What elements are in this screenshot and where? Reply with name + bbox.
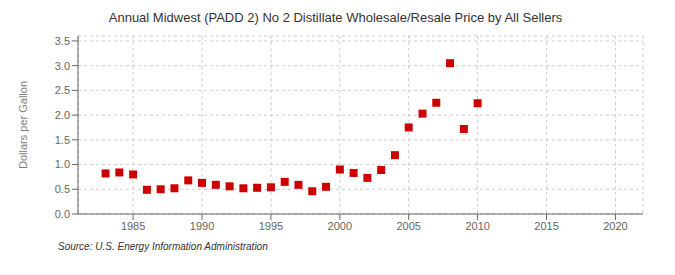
svg-text:2010: 2010 (465, 220, 489, 232)
svg-text:2.5: 2.5 (55, 84, 70, 96)
svg-text:1.0: 1.0 (55, 158, 70, 170)
svg-text:2000: 2000 (328, 220, 352, 232)
svg-text:2005: 2005 (396, 220, 420, 232)
svg-text:2.0: 2.0 (55, 109, 70, 121)
svg-text:Dollars per Gallon: Dollars per Gallon (17, 81, 29, 169)
svg-text:0.5: 0.5 (55, 183, 70, 195)
svg-text:0.0: 0.0 (55, 208, 70, 220)
svg-text:3.0: 3.0 (55, 60, 70, 72)
svg-text:2020: 2020 (603, 220, 627, 232)
svg-text:1990: 1990 (190, 220, 214, 232)
svg-text:1985: 1985 (121, 220, 145, 232)
html-text:Source: U.S. Energy Informatio: Source: U.S. Energy Information Administ… (58, 241, 268, 252)
svg-text:1995: 1995 (259, 220, 283, 232)
svg-text:2015: 2015 (534, 220, 558, 232)
html-text:Annual Midwest (PADD 2) No 2 D: Annual Midwest (PADD 2) No 2 Distillate … (108, 10, 563, 25)
svg-text:3.5: 3.5 (55, 35, 70, 47)
svg-text:1.5: 1.5 (55, 134, 70, 146)
